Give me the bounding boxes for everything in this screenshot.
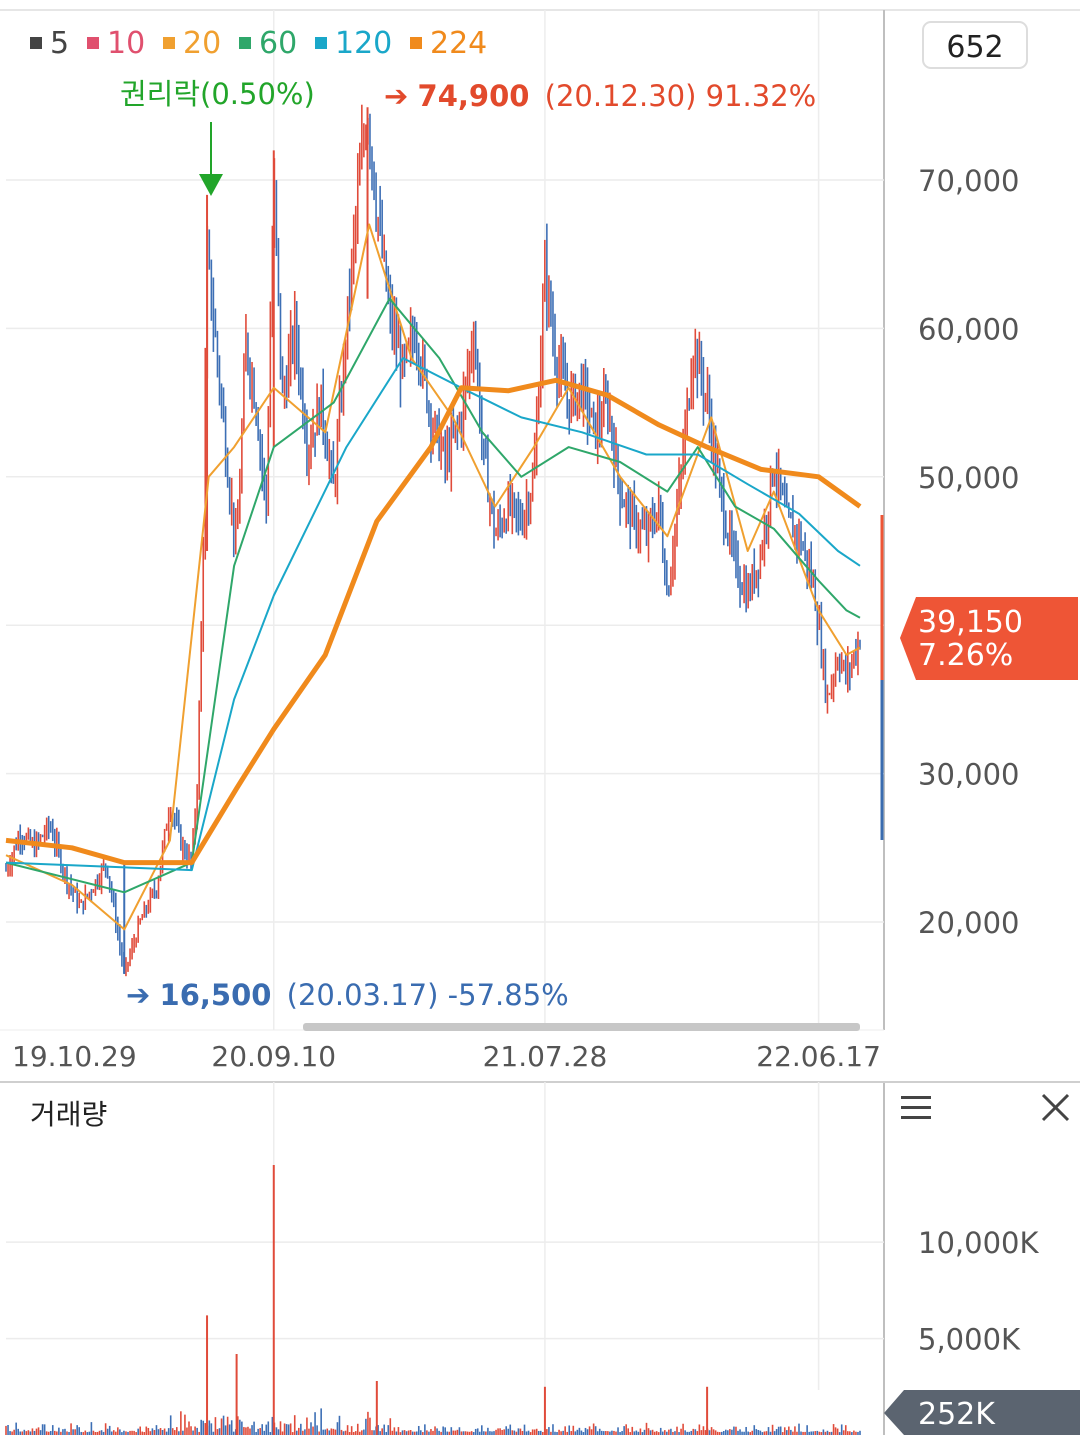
- legend-label: 120: [335, 26, 392, 61]
- date-tick-label: 22.06.17: [756, 1040, 881, 1073]
- price-tick-label: 30,000: [918, 758, 1019, 792]
- date-axis: 19.10.29 20.09.10 21.07.28 22.06.17: [12, 1040, 881, 1073]
- legend-swatch: [30, 37, 42, 49]
- moving-average-lines: [5, 223, 862, 931]
- legend-swatch: [239, 37, 251, 49]
- moving-average-20: [5, 223, 861, 931]
- price-gridlines: [6, 179, 884, 923]
- price-candles: [5, 104, 861, 977]
- low-arrow: ➔: [126, 978, 150, 1012]
- high-detail: (20.12.30) 91.32%: [545, 79, 817, 113]
- volume-axis: 10,000K 5,000K: [918, 1226, 1039, 1356]
- legend-label: 20: [183, 26, 221, 61]
- volume-current-tag: [884, 1390, 1080, 1435]
- volume-gridlines: [6, 1241, 884, 1340]
- count-badge[interactable]: [922, 21, 1028, 69]
- price-tick-label: 20,000: [918, 906, 1019, 940]
- current-price-tag: [900, 597, 1078, 680]
- low-value: 16,500: [160, 978, 272, 1012]
- low-annotation: ➔ 16,500 (20.03.17) -57.85%: [126, 978, 569, 1012]
- high-annotation: ➔ 74,900 (20.12.30) 91.32%: [384, 79, 816, 113]
- legend-label: 60: [259, 26, 297, 61]
- date-tick-label: 20.09.10: [211, 1040, 336, 1073]
- legend-swatch: [163, 37, 175, 49]
- volume-panel-title: 거래량: [30, 1098, 107, 1131]
- current-price-change: 7.26%: [918, 638, 1013, 673]
- legend-swatch: [315, 37, 327, 49]
- horizontal-scrollbar[interactable]: [303, 1023, 860, 1031]
- rights-ex-annotation: 권리락(0.50%): [120, 77, 315, 111]
- price-tick-label: 70,000: [918, 164, 1019, 198]
- high-value: 74,900: [418, 79, 530, 113]
- volume-tick-label: 10,000K: [918, 1226, 1039, 1260]
- legend-label: 224: [430, 26, 487, 61]
- legend: 5 10 20 60 120 224: [30, 26, 487, 61]
- legend-swatch: [87, 37, 99, 49]
- high-arrow: ➔: [384, 79, 408, 113]
- price-axis: 70,000 60,000 50,000 30,000 20,000: [918, 164, 1019, 940]
- count-badge-label: 652: [946, 30, 1003, 65]
- legend-label: 10: [107, 26, 145, 61]
- price-tick-label: 60,000: [918, 312, 1019, 346]
- current-price-value: 39,150: [918, 605, 1023, 640]
- moving-average-224: [5, 377, 862, 866]
- moving-average-60: [5, 297, 861, 894]
- volume-current-value: 252K: [918, 1397, 996, 1432]
- moving-average-120: [5, 357, 861, 872]
- volume-bars: [5, 1165, 861, 1435]
- close-icon[interactable]: [1041, 1093, 1070, 1122]
- volume-tick-label: 5,000K: [918, 1323, 1021, 1357]
- rights-ex-arrow-head: [199, 174, 223, 196]
- hamburger-icon[interactable]: [901, 1096, 931, 1119]
- price-tick-label: 50,000: [918, 461, 1019, 495]
- date-tick-label: 21.07.28: [483, 1040, 608, 1073]
- low-detail: (20.03.17) -57.85%: [287, 978, 569, 1012]
- date-tick-label: 19.10.29: [12, 1040, 137, 1073]
- legend-swatch: [410, 37, 422, 49]
- legend-label: 5: [50, 26, 69, 61]
